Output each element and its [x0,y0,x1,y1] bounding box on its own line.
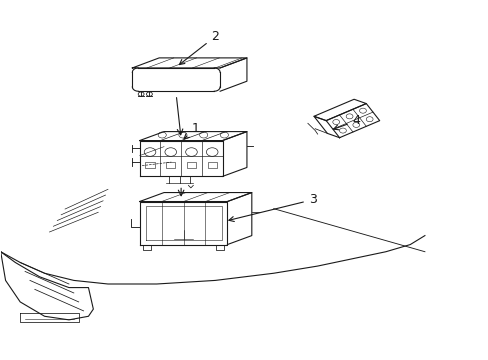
Bar [166,162,175,168]
Text: 2: 2 [179,30,219,64]
Text: 4: 4 [333,114,360,130]
Text: 3: 3 [228,193,316,221]
Bar [207,162,216,168]
Bar [145,162,154,168]
Text: 1: 1 [183,122,199,139]
Bar [186,162,196,168]
